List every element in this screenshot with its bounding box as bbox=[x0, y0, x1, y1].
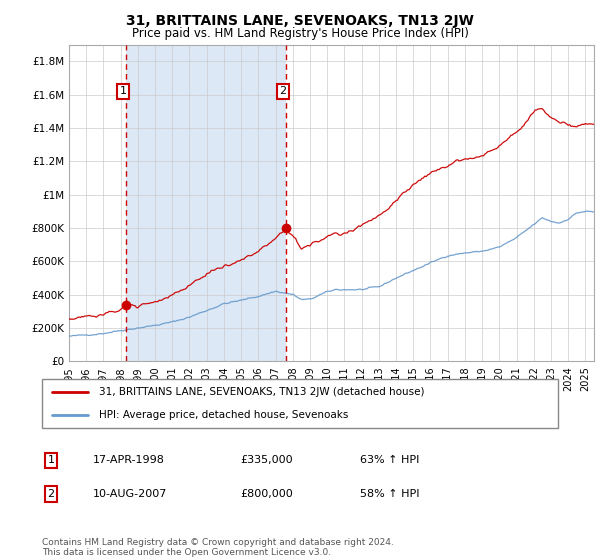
Text: Contains HM Land Registry data © Crown copyright and database right 2024.
This d: Contains HM Land Registry data © Crown c… bbox=[42, 538, 394, 557]
Text: 2: 2 bbox=[280, 86, 287, 96]
Text: 58% ↑ HPI: 58% ↑ HPI bbox=[360, 489, 419, 499]
Text: 17-APR-1998: 17-APR-1998 bbox=[93, 455, 165, 465]
Text: Price paid vs. HM Land Registry's House Price Index (HPI): Price paid vs. HM Land Registry's House … bbox=[131, 27, 469, 40]
Text: 10-AUG-2007: 10-AUG-2007 bbox=[93, 489, 167, 499]
Bar bbox=[125, 45, 286, 361]
Text: 1: 1 bbox=[47, 455, 55, 465]
Text: 1: 1 bbox=[119, 86, 127, 96]
Text: 31, BRITTAINS LANE, SEVENOAKS, TN13 2JW: 31, BRITTAINS LANE, SEVENOAKS, TN13 2JW bbox=[126, 14, 474, 28]
Text: £335,000: £335,000 bbox=[240, 455, 293, 465]
Text: 63% ↑ HPI: 63% ↑ HPI bbox=[360, 455, 419, 465]
Text: 2: 2 bbox=[47, 489, 55, 499]
Text: £800,000: £800,000 bbox=[240, 489, 293, 499]
Text: 31, BRITTAINS LANE, SEVENOAKS, TN13 2JW (detached house): 31, BRITTAINS LANE, SEVENOAKS, TN13 2JW … bbox=[99, 388, 424, 398]
Text: HPI: Average price, detached house, Sevenoaks: HPI: Average price, detached house, Seve… bbox=[99, 409, 348, 419]
